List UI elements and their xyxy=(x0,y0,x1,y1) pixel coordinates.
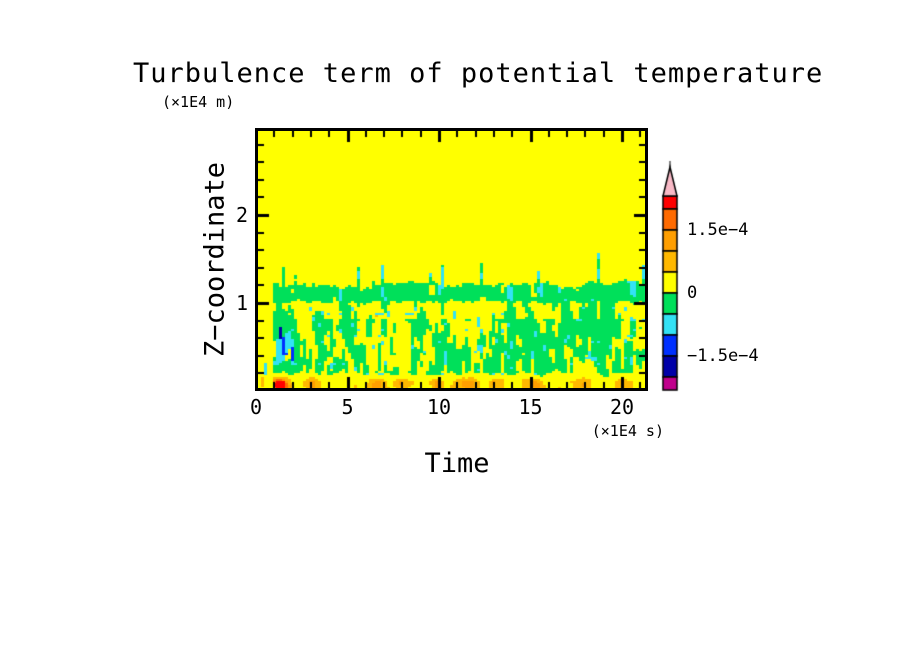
colorbar-tick-label: 0 xyxy=(687,283,698,303)
plot-frame xyxy=(255,128,648,391)
x-axis-label: Time xyxy=(424,448,490,479)
y-tick-label: 2 xyxy=(235,203,248,227)
x-tick-label: 0 xyxy=(249,395,263,419)
x-tick-label: 15 xyxy=(518,395,543,419)
colorbar-tick-label: −1.5e−4 xyxy=(687,346,759,366)
heatmap-canvas xyxy=(258,131,645,388)
x-tick-label: 5 xyxy=(341,395,354,419)
x-tick-label: 20 xyxy=(609,395,635,419)
chart-title: Turbulence term of potential temperature xyxy=(133,58,824,89)
y-axis-unit-label: (×1E4 m) xyxy=(162,93,235,111)
x-axis-unit-label: (×1E4 s) xyxy=(591,422,664,440)
y-axis-label: Z−coordinate xyxy=(199,161,231,358)
x-tick-label: 10 xyxy=(426,395,452,419)
colorbar-tick-label: 1.5e−4 xyxy=(687,220,749,240)
y-tick-label: 1 xyxy=(235,291,248,315)
colorbar xyxy=(653,155,713,400)
